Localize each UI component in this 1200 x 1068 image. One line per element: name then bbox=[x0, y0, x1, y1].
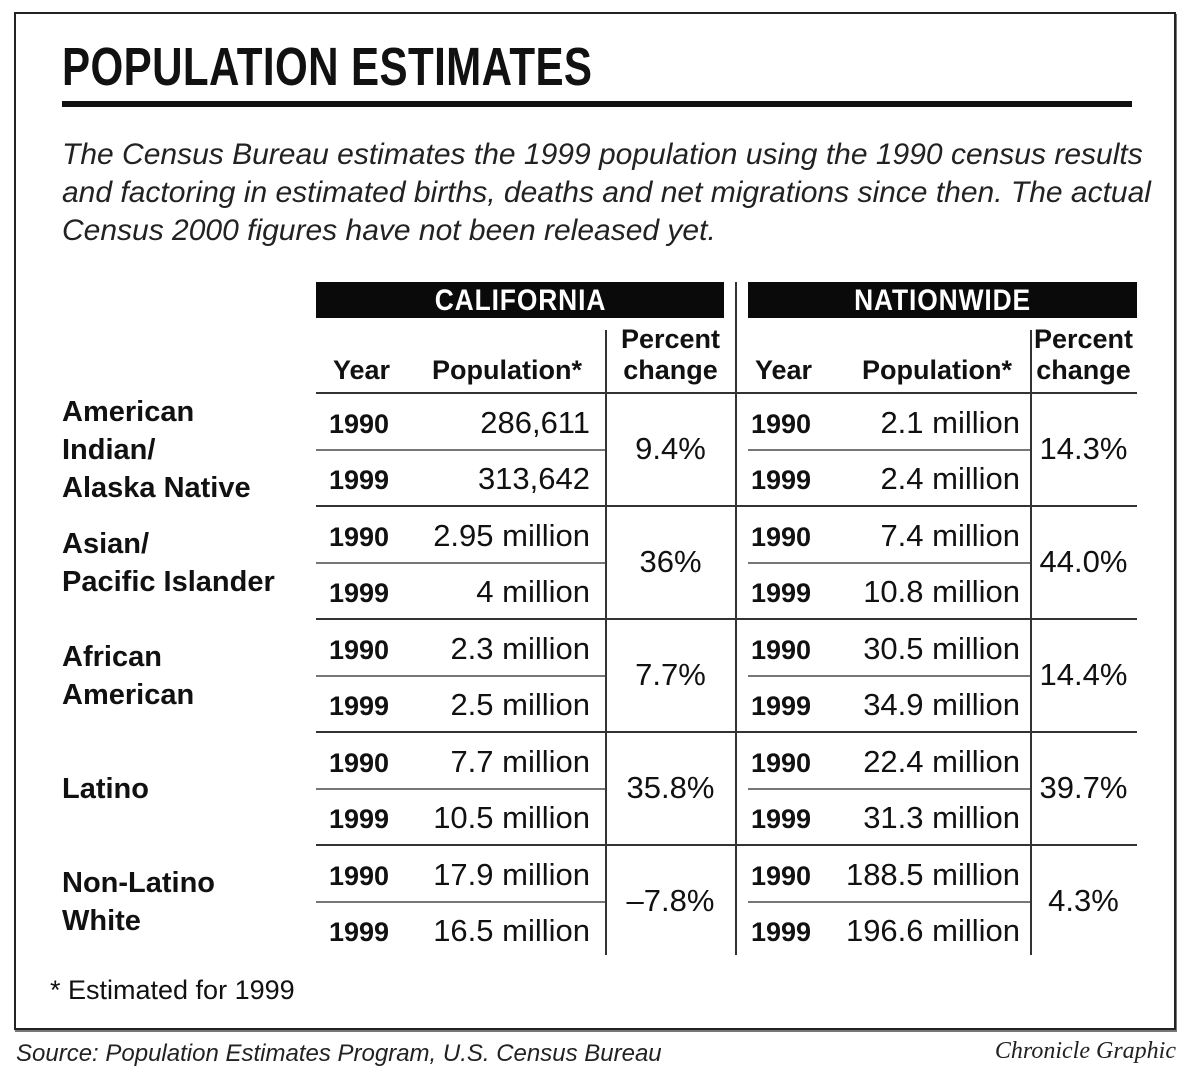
percent-change-cell: 14.3% bbox=[1039, 431, 1128, 466]
row-subdivider bbox=[748, 788, 1030, 790]
row-label: Asian/ bbox=[62, 527, 150, 560]
percent-change-cell: 7.7% bbox=[635, 657, 706, 692]
population-cell: 7.4 million bbox=[880, 518, 1020, 553]
california-header-bar: CALIFORNIA bbox=[316, 282, 724, 318]
row-rule bbox=[316, 505, 1137, 507]
year-cell: 1999 bbox=[751, 917, 812, 947]
row-label: White bbox=[62, 904, 141, 937]
year-cell: 1990 bbox=[329, 861, 390, 891]
nationwide-header-label: NATIONWIDE bbox=[854, 284, 1031, 317]
year-cell: 1990 bbox=[329, 409, 390, 439]
population-cell: 17.9 million bbox=[433, 857, 590, 892]
year-cell: 1990 bbox=[751, 409, 812, 439]
year-cell: 1999 bbox=[329, 578, 390, 608]
population-cell: 10.5 million bbox=[433, 800, 590, 835]
population-cell: 2.4 million bbox=[880, 461, 1020, 496]
source-note: Source: Population Estimates Program, U.… bbox=[16, 1040, 662, 1067]
population-cell: 196.6 million bbox=[845, 913, 1020, 948]
year-cell: 1999 bbox=[751, 465, 812, 495]
population-cell: 2.5 million bbox=[450, 687, 590, 722]
year-cell: 1999 bbox=[751, 691, 812, 721]
row-subdivider bbox=[316, 562, 605, 564]
page-title: POPULATION ESTIMATES bbox=[62, 37, 593, 97]
population-cell: 16.5 million bbox=[433, 913, 590, 948]
population-cell: 4 million bbox=[476, 574, 590, 609]
row-label: American bbox=[62, 395, 195, 428]
intro-text: The Census Bureau estimates the 1999 pop… bbox=[62, 138, 1151, 247]
row-label: Indian/ bbox=[62, 433, 156, 466]
column-header-population: Population* bbox=[862, 355, 1012, 385]
percent-change-cell: 44.0% bbox=[1039, 544, 1128, 579]
population-cell: 313,642 bbox=[477, 461, 590, 496]
population-cell: 10.8 million bbox=[863, 574, 1020, 609]
percent-change-cell: 36% bbox=[639, 544, 702, 579]
population-cell: 2.3 million bbox=[450, 631, 590, 666]
footnote: * Estimated for 1999 bbox=[50, 975, 295, 1005]
percent-change-cell: 39.7% bbox=[1039, 770, 1128, 805]
year-cell: 1999 bbox=[751, 578, 812, 608]
row-label: Alaska Native bbox=[62, 471, 251, 504]
population-cell: 7.7 million bbox=[450, 744, 590, 779]
population-cell: 2.1 million bbox=[880, 405, 1020, 440]
percent-change-cell: –7.8% bbox=[626, 883, 715, 918]
title-rule bbox=[62, 101, 1132, 107]
year-cell: 1999 bbox=[329, 804, 390, 834]
year-cell: 1999 bbox=[329, 465, 390, 495]
population-cell: 2.95 million bbox=[433, 518, 590, 553]
percent-change-cell: 35.8% bbox=[626, 770, 715, 805]
row-rule bbox=[316, 844, 1137, 846]
year-cell: 1990 bbox=[329, 522, 390, 552]
graphic-frame bbox=[14, 12, 1176, 1030]
column-header-population: Population* bbox=[432, 355, 582, 385]
year-cell: 1990 bbox=[751, 861, 812, 891]
column-header-change: change bbox=[623, 355, 718, 385]
row-subdivider bbox=[748, 562, 1030, 564]
row-subdivider bbox=[316, 788, 605, 790]
year-cell: 1990 bbox=[329, 635, 390, 665]
percent-change-cell: 14.4% bbox=[1039, 657, 1128, 692]
nationwide-header-bar: NATIONWIDE bbox=[748, 282, 1137, 318]
header-rule bbox=[316, 392, 1137, 394]
population-cell: 30.5 million bbox=[863, 631, 1020, 666]
california-header-label: CALIFORNIA bbox=[434, 284, 606, 317]
row-subdivider bbox=[316, 449, 605, 451]
column-header-percent: Percent bbox=[1033, 324, 1134, 354]
row-subdivider bbox=[748, 901, 1030, 903]
row-rule bbox=[316, 618, 1137, 620]
california-percent-divider bbox=[605, 330, 607, 955]
year-cell: 1999 bbox=[329, 917, 390, 947]
row-label: Pacific Islander bbox=[62, 565, 275, 598]
year-cell: 1990 bbox=[751, 635, 812, 665]
year-cell: 1990 bbox=[751, 748, 812, 778]
row-subdivider bbox=[316, 675, 605, 677]
row-label: Latino bbox=[62, 772, 149, 805]
column-header-percent: Percent bbox=[620, 324, 721, 354]
percent-change-cell: 4.3% bbox=[1048, 883, 1119, 918]
population-cell: 31.3 million bbox=[863, 800, 1020, 835]
credit: Chronicle Graphic bbox=[994, 1038, 1176, 1064]
row-label: Non-Latino bbox=[62, 866, 216, 899]
population-cell: 286,611 bbox=[480, 405, 590, 440]
year-cell: 1990 bbox=[329, 748, 390, 778]
population-cell: 22.4 million bbox=[863, 744, 1020, 779]
row-subdivider bbox=[748, 449, 1030, 451]
year-cell: 1990 bbox=[751, 522, 812, 552]
nationwide-percent-divider bbox=[1030, 330, 1032, 955]
year-cell: 1999 bbox=[751, 804, 812, 834]
row-subdivider bbox=[316, 901, 605, 903]
population-cell: 34.9 million bbox=[863, 687, 1020, 722]
row-label: American bbox=[62, 678, 195, 711]
year-cell: 1999 bbox=[329, 691, 390, 721]
column-header-change: change bbox=[1036, 355, 1131, 385]
row-label: African bbox=[62, 640, 162, 673]
population-cell: 188.5 million bbox=[845, 857, 1020, 892]
row-subdivider bbox=[748, 675, 1030, 677]
percent-change-cell: 9.4% bbox=[635, 431, 706, 466]
column-header-year: Year bbox=[333, 355, 391, 385]
row-rule bbox=[316, 731, 1137, 733]
column-header-year: Year bbox=[755, 355, 813, 385]
